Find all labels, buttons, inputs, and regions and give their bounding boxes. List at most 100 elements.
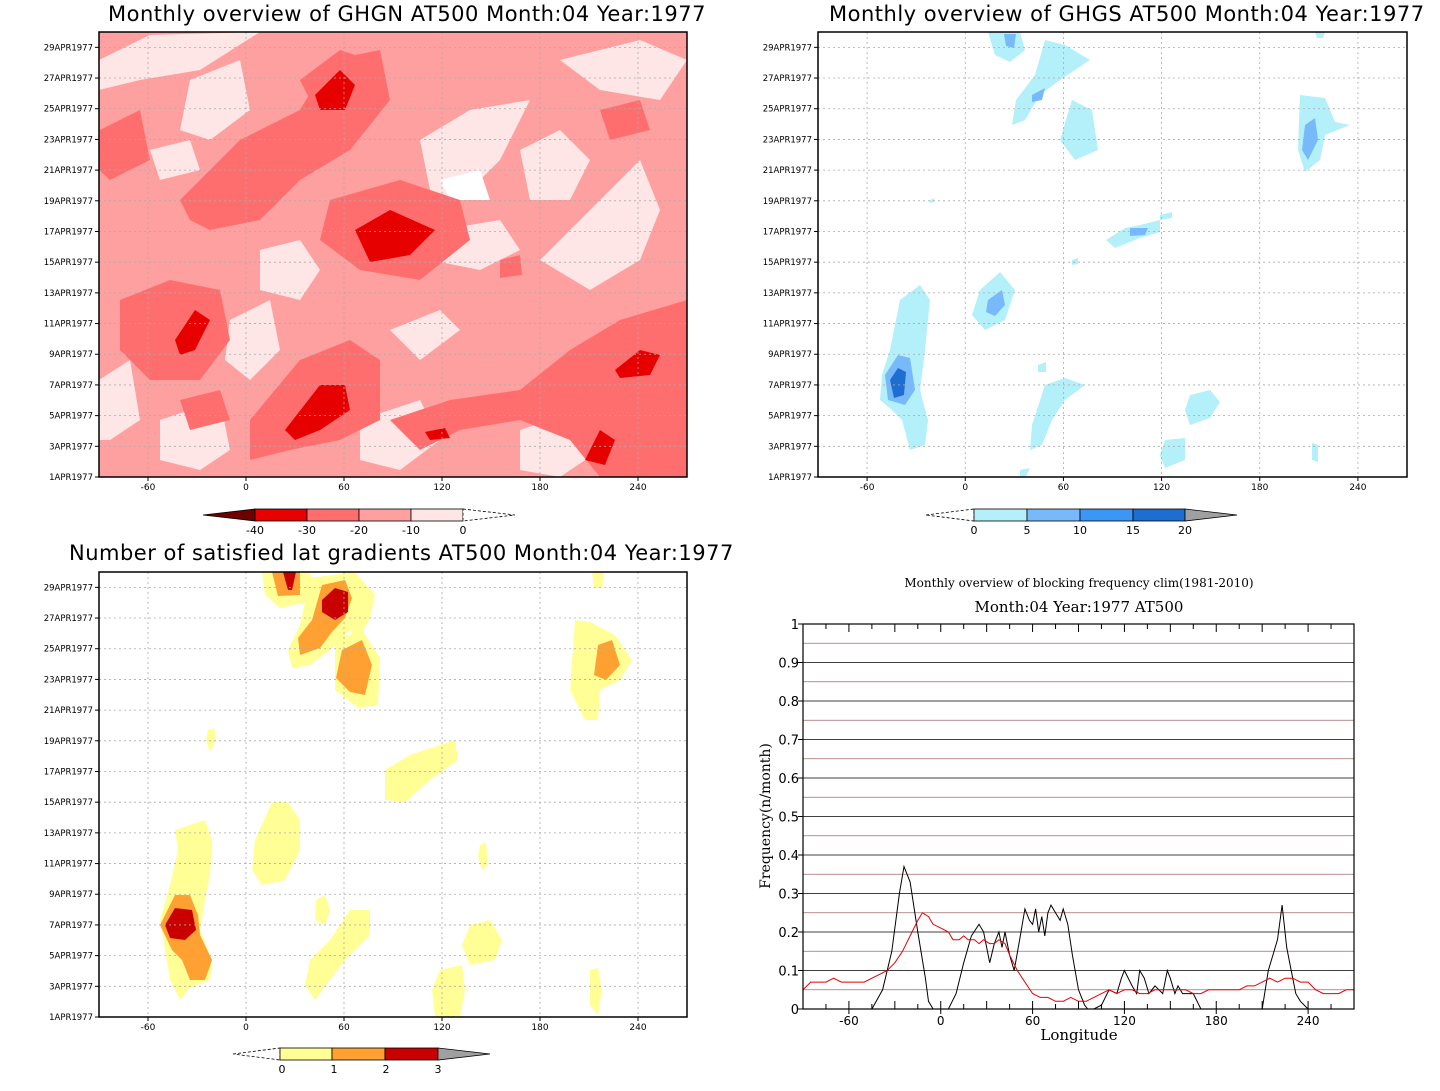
chart-x-ticks: -60 0 60 120 180 240 (802, 624, 1355, 1028)
ghgs-y-tick-label: 1APR1977 (768, 473, 812, 483)
ghgn-y-tick-label: 29APR1977 (44, 43, 93, 53)
chart-y-tick-label: 0.4 (778, 849, 799, 864)
ghgs-y-tick-label: 21APR1977 (763, 166, 812, 176)
ghgn-x-ticks: -60 0 60 120 180 240 (141, 477, 647, 493)
ghgs-colorbar-swatch (1079, 508, 1134, 522)
ghgs-contours (818, 32, 1407, 477)
ghgn-y-tick-label: 17APR1977 (44, 227, 93, 237)
ghgn-colorbar-swatch (358, 508, 412, 522)
ghgs-colorbar-label: 15 (1126, 524, 1140, 537)
ghgs-title: Monthly overview of GHGS AT500 Month:04 … (829, 2, 1425, 26)
ghgs-gridlines (818, 32, 1407, 477)
chart-series (802, 864, 1354, 1010)
blocking-frequency-chart: Monthly overview of blocking frequency c… (758, 576, 1355, 1044)
chart-y-tick-label: 0 (791, 1003, 799, 1018)
ghgn-y-tick-label: 9APR1977 (49, 350, 93, 360)
gradients-y-tick-label: 25APR1977 (44, 645, 93, 655)
gradients-colorbar-swatch (437, 1047, 491, 1061)
ghgs-y-tick-label: 27APR1977 (763, 74, 812, 84)
chart-x-tick-label: -60 (839, 1014, 859, 1028)
ghgs-colorbar-swatch (1184, 508, 1238, 522)
ghgn-plot-frame (98, 31, 688, 478)
ghgs-x-tick-label: -60 (860, 483, 875, 493)
ghgs-x-tick-label: 180 (1251, 483, 1268, 493)
gradients-colorbar-label: 0 (279, 1063, 286, 1076)
gradients-y-tick-label: 7APR1977 (49, 921, 93, 931)
chart-y-tick-label: 0.8 (778, 695, 799, 710)
gradients-y-tick-label: 19APR1977 (44, 737, 93, 747)
chart-x-tick-label: 60 (1025, 1014, 1040, 1028)
ghgs-colorbar-swatch (973, 508, 1028, 522)
ghgn-y-tick-label: 21APR1977 (44, 166, 93, 176)
ghgn-colorbar-swatch (306, 508, 360, 522)
gradients-x-tick-label: 180 (531, 1023, 548, 1033)
ghgs-colorbar: 0 5 10 15 20 (925, 508, 1238, 537)
gradients-y-tick-label: 3APR1977 (49, 982, 93, 992)
gradients-title: Number of satisfied lat gradients AT500 … (69, 541, 734, 565)
gradients-y-tick-label: 5APR1977 (49, 952, 93, 962)
ghgn-x-tick-label: 240 (629, 483, 646, 493)
ghgs-y-tick-label: 23APR1977 (763, 135, 812, 145)
gradients-y-tick-label: 29APR1977 (44, 583, 93, 593)
ghgs-y-tick-label: 25APR1977 (763, 105, 812, 115)
ghgs-colorbar-label: 10 (1073, 524, 1087, 537)
gradients-x-tick-label: 0 (243, 1023, 249, 1033)
ghgn-y-tick-label: 13APR1977 (44, 289, 93, 299)
ghgs-y-tick-label: 11APR1977 (763, 320, 812, 330)
chart-y-tick-label: 0.7 (778, 734, 799, 749)
gradients-y-tick-label: 17APR1977 (44, 767, 93, 777)
ghgs-y-tick-label: 7APR1977 (768, 381, 812, 391)
ghgs-colorbar-swatch (1026, 508, 1081, 522)
ghgn-colorbar-label: -40 (246, 524, 264, 537)
ghgn-y-tick-label: 1APR1977 (49, 473, 93, 483)
chart-y-tick-label: 0.3 (778, 888, 799, 903)
gradients-colorbar-label: 3 (435, 1063, 442, 1076)
ghgn-y-tick-label: 15APR1977 (44, 258, 93, 268)
ghgn-y-tick-label: 19APR1977 (44, 197, 93, 207)
ghgs-colorbar-swatch (925, 508, 975, 522)
gradients-y-tick-label: 11APR1977 (44, 860, 93, 870)
gradients-contours (99, 572, 687, 1017)
gradients-y-tick-label: 27APR1977 (44, 614, 93, 624)
ghgs-y-tick-label: 17APR1977 (763, 227, 812, 237)
ghgn-colorbar-label: 0 (460, 524, 467, 537)
ghgn-y-tick-label: 27APR1977 (44, 74, 93, 84)
ghgs-x-tick-label: 0 (962, 483, 968, 493)
chart-y-tick-label: 0.1 (778, 965, 799, 980)
ghgn-x-tick-label: -60 (141, 483, 156, 493)
chart-x-tick-label: 0 (937, 1014, 945, 1028)
chart-series-line-1 (802, 912, 1354, 1002)
chart-y-tick-label: 0.5 (778, 811, 799, 826)
ghgs-colorbar-label: 20 (1178, 524, 1192, 537)
ghgs-y-tick-label: 19APR1977 (763, 197, 812, 207)
ghgs-x-ticks: -60 0 60 120 180 240 (860, 477, 1367, 493)
ghgn-colorbar-label: -20 (350, 524, 368, 537)
ghgn-panel: 29APR1977 27APR1977 25APR1977 23APR1977 21AP… (44, 31, 688, 537)
ghgs-panel: 29APR1977 27APR1977 25APR1977 23APR1977 21AP… (763, 31, 1408, 537)
ghgn-title: Monthly overview of GHGN AT500 Month:04 … (108, 2, 706, 26)
gradients-x-tick-label: -60 (141, 1023, 156, 1033)
gradients-y-tick-label: 13APR1977 (44, 829, 93, 839)
ghgs-y-tick-label: 9APR1977 (768, 350, 812, 360)
ghgn-colorbar-label: -30 (298, 524, 316, 537)
ghgs-plot-frame (817, 31, 1408, 478)
gradients-colorbar-swatch (331, 1047, 386, 1061)
ghgs-y-tick-label: 15APR1977 (763, 258, 812, 268)
chart-y-tick-label: 0.9 (778, 657, 799, 672)
gradients-colorbar: 0 1 2 3 (232, 1047, 491, 1076)
ghgn-colorbar-swatch (202, 508, 256, 522)
ghgn-x-tick-label: 120 (433, 483, 450, 493)
ghgn-y-tick-label: 11APR1977 (44, 320, 93, 330)
gradients-x-tick-label: 60 (338, 1023, 350, 1033)
ghgn-colorbar-label: -10 (402, 524, 420, 537)
gradients-y-ticks: 29APR1977 27APR1977 25APR1977 23APR1977 21AP… (44, 583, 99, 1023)
gradients-y-tick-label: 23APR1977 (44, 675, 93, 685)
gradients-x-tick-label: 120 (433, 1023, 450, 1033)
ghgs-colorbar-label: 0 (971, 524, 978, 537)
ghgn-y-tick-label: 3APR1977 (49, 442, 93, 452)
ghgs-colorbar-label: 5 (1024, 524, 1031, 537)
gradients-y-tick-label: 21APR1977 (44, 706, 93, 716)
ghgn-x-tick-label: 0 (243, 483, 249, 493)
ghgn-y-tick-label: 23APR1977 (44, 135, 93, 145)
ghgn-x-tick-label: 180 (531, 483, 548, 493)
